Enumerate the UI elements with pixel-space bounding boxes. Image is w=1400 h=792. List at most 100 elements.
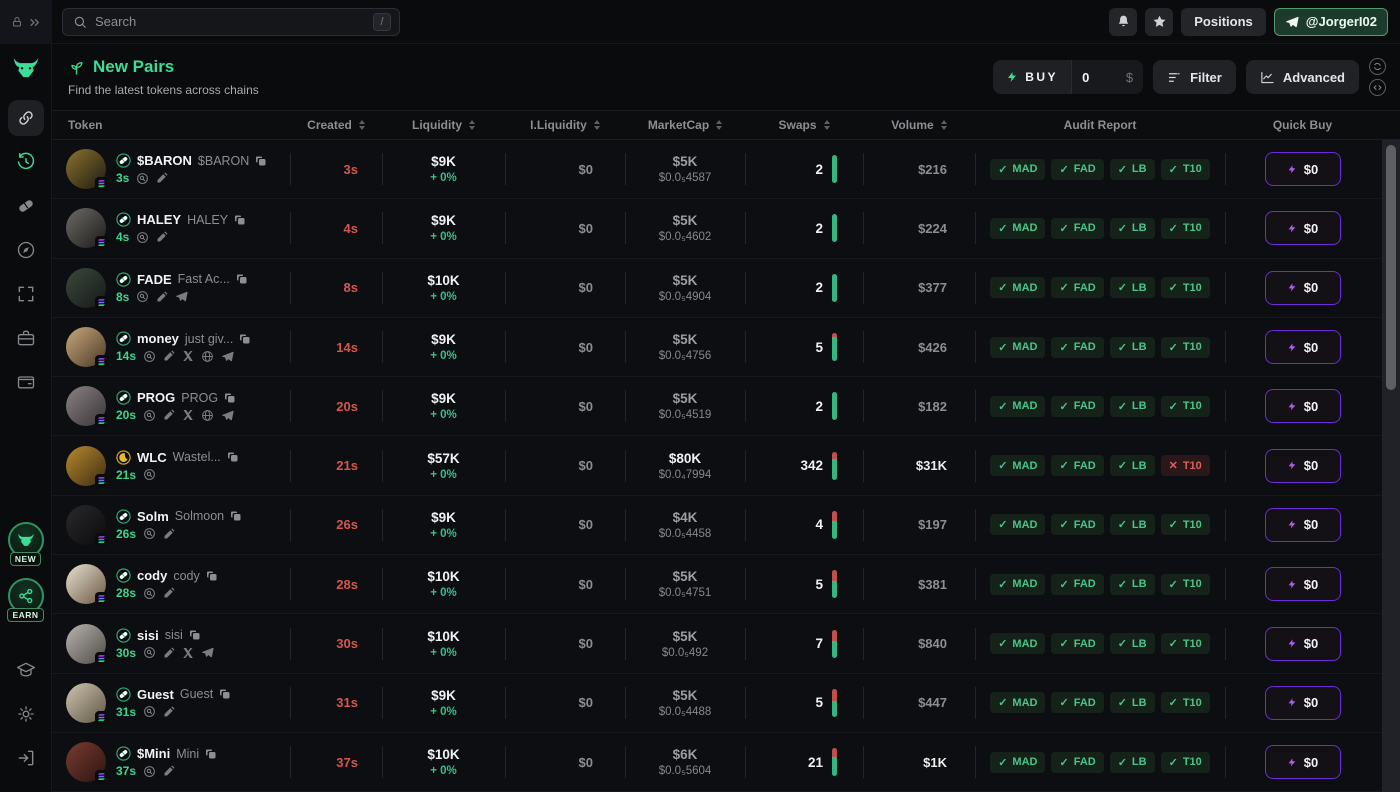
scrollbar-track[interactable]: [1382, 140, 1400, 792]
scrollbar-thumb[interactable]: [1386, 145, 1396, 390]
pencil-icon[interactable]: [163, 409, 175, 421]
quick-buy-button[interactable]: $0: [1264, 745, 1341, 780]
table-row[interactable]: cody cody 28s 28s $10K + 0% $0 $5K $0.0₅…: [52, 555, 1400, 615]
pencil-icon[interactable]: [156, 291, 168, 303]
search-icon[interactable]: [143, 765, 156, 778]
copy-icon[interactable]: [234, 214, 246, 226]
table-row[interactable]: HALEY HALEY 4s 4s $9K + 0% $0 $5K $0.0₅4…: [52, 199, 1400, 259]
globe-icon[interactable]: [201, 350, 214, 363]
table-row[interactable]: sisi sisi 30s 30s $10K + 0% $0 $5K $0.0₅…: [52, 614, 1400, 674]
sidebar-item-logout[interactable]: [8, 740, 44, 776]
copy-icon[interactable]: [205, 748, 217, 760]
search-bar[interactable]: /: [62, 7, 400, 36]
quick-buy-button[interactable]: $0: [1264, 270, 1341, 305]
sort-icon[interactable]: [469, 120, 475, 130]
token-avatar[interactable]: [66, 445, 108, 487]
column-liquidity[interactable]: Liquidity: [382, 118, 505, 132]
sort-icon[interactable]: [358, 120, 365, 130]
token-avatar[interactable]: [66, 386, 108, 428]
copy-icon[interactable]: [224, 392, 236, 404]
quick-buy-button[interactable]: $0: [1264, 330, 1341, 365]
sidebar-item-briefcase[interactable]: [8, 320, 44, 356]
copy-icon[interactable]: [227, 451, 239, 463]
search-icon[interactable]: [136, 290, 149, 303]
token-avatar[interactable]: [66, 504, 108, 546]
column-marketcap[interactable]: MarketCap: [625, 118, 745, 132]
notifications-button[interactable]: [1109, 7, 1138, 36]
telegram-icon[interactable]: [221, 409, 234, 422]
sidebar-item-settings[interactable]: [8, 696, 44, 732]
bull-logo[interactable]: [11, 54, 41, 82]
quick-buy-button[interactable]: $0: [1264, 211, 1341, 246]
copy-icon[interactable]: [255, 155, 267, 167]
sort-icon[interactable]: [823, 120, 830, 130]
sidebar-item-earn[interactable]: EARN: [7, 578, 44, 634]
copy-icon[interactable]: [206, 570, 218, 582]
token-symbol[interactable]: sisi: [137, 627, 159, 643]
table-row[interactable]: money just giv... 14s 14s $9K + 0% $0 $5…: [52, 317, 1400, 378]
column-volume[interactable]: Volume: [863, 118, 975, 132]
token-symbol[interactable]: Solm: [137, 508, 169, 524]
token-avatar[interactable]: [66, 327, 108, 369]
table-row[interactable]: PROG PROG 20s 20s $9K + 0% $0 $5K $0.0₅4…: [52, 377, 1400, 437]
table-row[interactable]: FADE Fast Ac... 8s 8s $10K + 0% $0 $5K $…: [52, 258, 1400, 318]
pencil-icon[interactable]: [163, 647, 175, 659]
sidebar-item-compass[interactable]: [8, 232, 44, 268]
x-icon[interactable]: [182, 409, 194, 421]
pencil-icon[interactable]: [163, 350, 175, 362]
sidebar-item-pill[interactable]: [8, 188, 44, 224]
copy-icon[interactable]: [230, 510, 242, 522]
pencil-icon[interactable]: [156, 172, 168, 184]
search-icon[interactable]: [143, 350, 156, 363]
token-symbol[interactable]: HALEY: [137, 212, 182, 228]
token-symbol[interactable]: $BARON: [137, 153, 192, 169]
filter-button[interactable]: Filter: [1153, 60, 1236, 94]
copy-icon[interactable]: [189, 629, 201, 641]
quick-buy-button[interactable]: $0: [1264, 389, 1341, 424]
telegram-icon[interactable]: [201, 646, 214, 659]
account-button[interactable]: @JorgerI02: [1273, 7, 1388, 36]
search-icon[interactable]: [143, 409, 156, 422]
copy-icon[interactable]: [236, 273, 248, 285]
telegram-icon[interactable]: [175, 290, 188, 303]
token-symbol[interactable]: cody: [137, 568, 168, 584]
pencil-icon[interactable]: [163, 587, 175, 599]
token-avatar[interactable]: [66, 623, 108, 665]
quick-buy-button[interactable]: $0: [1264, 626, 1341, 661]
quick-buy-button[interactable]: $0: [1264, 448, 1341, 483]
sidebar-item-new[interactable]: NEW: [7, 522, 44, 578]
sidebar-item-new-pairs[interactable]: [7, 100, 44, 136]
copy-icon[interactable]: [219, 688, 231, 700]
column-swaps[interactable]: Swaps: [745, 118, 863, 132]
search-icon[interactable]: [136, 172, 149, 185]
search-icon[interactable]: [143, 705, 156, 718]
token-avatar[interactable]: [66, 149, 108, 191]
telegram-icon[interactable]: [221, 350, 234, 363]
x-icon[interactable]: [182, 350, 194, 362]
pencil-icon[interactable]: [156, 231, 168, 243]
quick-buy-button[interactable]: $0: [1264, 507, 1341, 542]
token-symbol[interactable]: PROG: [137, 390, 176, 406]
sort-icon[interactable]: [593, 120, 600, 130]
buy-button[interactable]: BUY: [993, 60, 1071, 94]
search-icon[interactable]: [143, 646, 156, 659]
token-symbol[interactable]: FADE: [137, 271, 172, 287]
quick-buy-button[interactable]: $0: [1264, 685, 1341, 720]
token-symbol[interactable]: WLC: [137, 449, 167, 465]
token-avatar[interactable]: [66, 742, 108, 784]
table-row[interactable]: Solm Solmoon 26s 26s $9K + 0% $0 $4K $0.…: [52, 495, 1400, 556]
token-symbol[interactable]: money: [137, 331, 179, 347]
code-icon[interactable]: [1369, 79, 1386, 96]
globe-icon[interactable]: [201, 409, 214, 422]
token-avatar[interactable]: [66, 682, 108, 724]
table-row[interactable]: WLC Wastel... 21s 21s $57K + 0% $0 $80K …: [52, 436, 1400, 496]
search-icon[interactable]: [136, 231, 149, 244]
token-avatar[interactable]: [66, 208, 108, 250]
pencil-icon[interactable]: [163, 765, 175, 777]
search-icon[interactable]: [143, 468, 156, 481]
token-symbol[interactable]: $Mini: [137, 746, 171, 762]
sort-icon[interactable]: [716, 120, 723, 130]
pencil-icon[interactable]: [163, 706, 175, 718]
search-input[interactable]: [95, 14, 365, 29]
search-icon[interactable]: [143, 587, 156, 600]
